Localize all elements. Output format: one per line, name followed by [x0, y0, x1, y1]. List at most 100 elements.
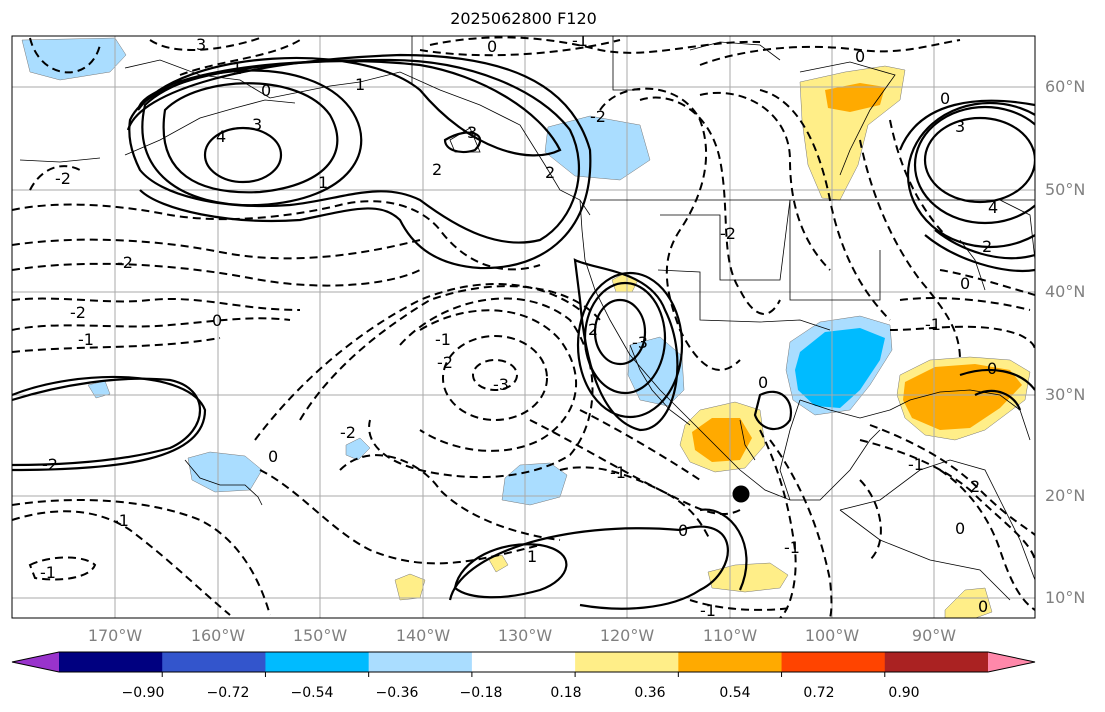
map-title: 2025062800 F120: [450, 9, 597, 28]
contour-label: -1: [572, 31, 588, 50]
lat-label: 50°N: [1045, 180, 1086, 199]
contour-label: -3: [493, 375, 509, 394]
storm-center-marker: [732, 485, 750, 503]
contour-label: 0: [678, 521, 688, 540]
shade-orange: [825, 83, 885, 112]
colorbar-segment: [781, 652, 886, 672]
contour-label: 0: [212, 311, 222, 330]
colorbar-segment: [678, 652, 783, 672]
colorbar-segment: [884, 652, 989, 672]
contour-label: 0: [758, 373, 768, 392]
contour-label: -1: [113, 511, 129, 530]
contour-label: -1: [784, 538, 800, 557]
contour-label: -2: [70, 303, 86, 322]
contour-label: 3: [955, 117, 965, 136]
lat-label: 10°N: [1045, 588, 1086, 607]
lat-label: 40°N: [1045, 282, 1086, 301]
contour-label: 3: [196, 35, 206, 54]
contour-label: 4: [216, 127, 226, 146]
contour-label: -1: [700, 601, 716, 620]
shade-light-blue: [187, 451, 263, 493]
contour-label: -1: [78, 330, 94, 349]
lon-label: 130°W: [497, 626, 553, 645]
contour-label: -2: [42, 455, 58, 474]
colorbar-tick-label: 0.54: [719, 685, 751, 701]
contour-label: 0: [978, 597, 988, 616]
lat-label: 60°N: [1045, 77, 1086, 96]
colorbar-tick-label: −0.90: [121, 685, 165, 701]
contour-label: -2: [720, 224, 736, 243]
lat-label: 30°N: [1045, 385, 1086, 404]
lon-label: 160°W: [190, 626, 246, 645]
contour-label: -2: [590, 107, 606, 126]
contour-label: -2: [55, 169, 71, 188]
lon-label: 110°W: [702, 626, 758, 645]
lat-label: 20°N: [1045, 486, 1086, 505]
contour-label: 1: [527, 547, 537, 566]
contour-label: -2: [437, 353, 453, 372]
contour-label: 1: [232, 59, 242, 78]
contour-label: -2: [117, 253, 133, 272]
shading-layer: [21, 37, 1031, 618]
contour-label: 0: [855, 47, 865, 66]
contours-solid: [12, 53, 1035, 610]
contour-label: 3: [467, 123, 477, 142]
contour-label: 3: [252, 115, 262, 134]
lon-label: 120°W: [599, 626, 655, 645]
colorbar-tick-label: −0.72: [206, 685, 250, 701]
colorbar-tick-label: 0.36: [634, 685, 666, 701]
colorbar-segment: [575, 652, 679, 672]
contour-label: 0: [955, 519, 965, 538]
colorbar-tick-label: 0.18: [550, 685, 582, 701]
shade-orange: [903, 364, 1022, 430]
colorbar: [11, 651, 1036, 677]
contour-label: 2: [982, 237, 992, 256]
contour-label: 0: [261, 81, 271, 100]
contour-label: 2: [588, 320, 598, 339]
plot-frame: [11, 35, 1036, 619]
colorbar-segment: [988, 652, 1035, 672]
contour-label: 0: [960, 274, 970, 293]
colorbar-tick-label: −0.54: [290, 685, 334, 701]
shade-blue: [795, 328, 885, 408]
colorbar-segment: [471, 652, 576, 672]
lon-label: 100°W: [804, 626, 860, 645]
contour-label: -1: [610, 463, 626, 482]
shade-light-blue: [345, 437, 371, 461]
coastlines: [19, 36, 1035, 601]
contour-label: 0: [940, 89, 950, 108]
contour-label: 0: [987, 359, 997, 378]
colorbar-segment: [368, 652, 473, 672]
shade-yellow: [707, 562, 789, 593]
colorbar-tick-label: −0.18: [459, 685, 503, 701]
colorbar-segment: [59, 652, 163, 672]
contours-dashed: [12, 36, 1035, 618]
contour-label: -1: [435, 330, 451, 349]
contour-label: 2: [545, 163, 555, 182]
lon-label: 170°W: [87, 626, 143, 645]
colorbar-tick-label: −0.36: [375, 685, 419, 701]
contour-label: 4: [988, 198, 998, 217]
colorbar-outline: [11, 651, 1036, 673]
contour-label: 1: [355, 75, 365, 94]
contour-label: 2: [432, 160, 442, 179]
colorbar-segment: [162, 652, 266, 672]
contour-label: 1: [318, 173, 328, 192]
shade-yellow: [394, 573, 426, 601]
shade-yellow: [944, 587, 993, 618]
contour-label: 2: [970, 477, 980, 496]
shade-orange: [692, 418, 752, 462]
lon-label: 140°W: [395, 626, 451, 645]
contour-label: 0: [268, 447, 278, 466]
lon-label: 90°W: [911, 626, 957, 645]
lon-label: 150°W: [292, 626, 348, 645]
colorbar-tick-label: 0.90: [888, 685, 920, 701]
contour-label: -3: [632, 333, 648, 352]
contour-label: -2: [340, 423, 356, 442]
contour-label: -1: [40, 563, 56, 582]
colorbar-segment: [265, 652, 370, 672]
colorbar-tick-label: 0.72: [803, 685, 835, 701]
contour-label: 0: [487, 37, 497, 56]
contour-label: -1: [925, 315, 941, 334]
